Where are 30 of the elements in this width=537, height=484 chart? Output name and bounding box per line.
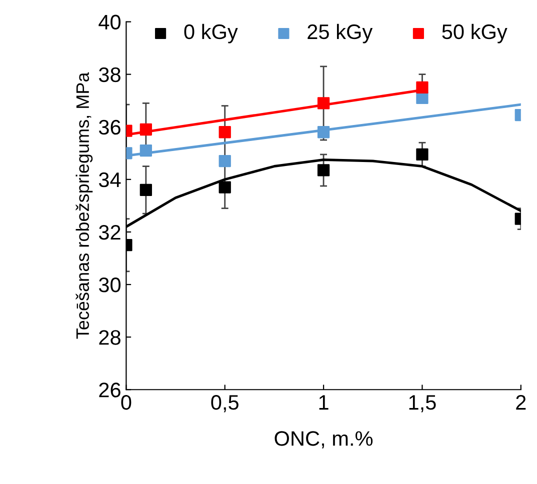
x-tick-label: 0 bbox=[121, 395, 132, 410]
y-tick-label: 38 bbox=[98, 67, 120, 82]
x-axis-title: ONC, m.% bbox=[274, 431, 373, 448]
point bbox=[317, 126, 330, 138]
y-tick-label: 40 bbox=[98, 14, 121, 30]
point bbox=[140, 184, 152, 196]
y-tick-label: 32 bbox=[98, 224, 120, 240]
y-tick-label: 30 bbox=[98, 278, 121, 292]
point bbox=[317, 97, 330, 110]
point bbox=[218, 181, 231, 194]
x-tick-label: 1 bbox=[319, 395, 328, 410]
point bbox=[416, 148, 428, 161]
point bbox=[317, 164, 330, 176]
point bbox=[140, 123, 152, 136]
point bbox=[416, 92, 428, 104]
point bbox=[218, 126, 231, 138]
y-tick-label: 36 bbox=[98, 120, 120, 135]
legend-label: 50 kGy bbox=[442, 24, 508, 44]
y-axis-title: Tecēšanas robežspriegums, MPa bbox=[76, 72, 93, 339]
legend-label: 25 kGy bbox=[308, 24, 373, 44]
y-tick-label: 26 bbox=[99, 382, 120, 398]
point bbox=[416, 81, 428, 94]
x-tick-label: 1,5 bbox=[409, 395, 436, 412]
legend-label: 0 kGy bbox=[184, 24, 238, 44]
x-tick-label: 2 bbox=[516, 395, 526, 410]
point bbox=[218, 154, 231, 168]
x-tick-label: 0,5 bbox=[211, 395, 238, 412]
point bbox=[140, 144, 152, 157]
y-tick-label: 34 bbox=[98, 172, 121, 188]
y-tick-label: 28 bbox=[99, 330, 120, 345]
